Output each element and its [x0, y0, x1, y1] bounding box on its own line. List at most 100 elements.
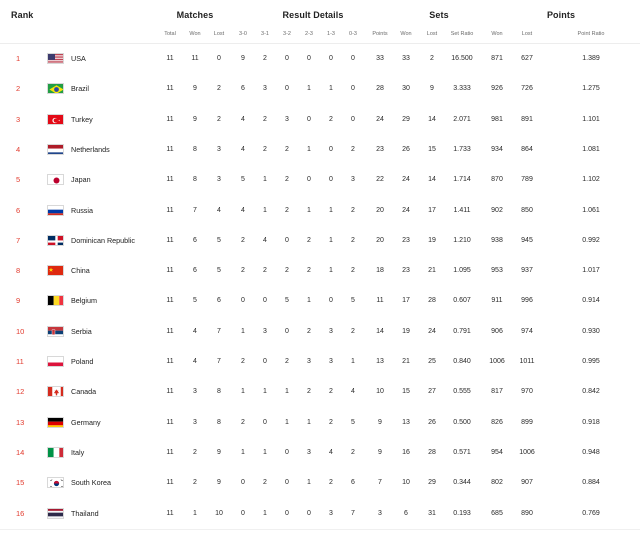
cell-r03: 0	[351, 115, 355, 123]
table-row[interactable]: 10 Serbia 11 4 7 1 3 0 2 3 2 14 19 24 0.791 906 974 0.930	[0, 317, 640, 347]
cell-r30: 1	[241, 327, 245, 335]
subheader-point-ratio[interactable]: Point Ratio	[577, 31, 605, 37]
table-row[interactable]: 15 South Korea 11 2 9 0 2 0 1 2 6 7 10 29 0.344 802 907 0…	[0, 468, 640, 498]
sets-header[interactable]: Sets	[429, 10, 449, 20]
table-row[interactable]: 11 Poland 11 4 7 2 0 2 3 3 1 13 21 25 0.840 1006 1011 0.9…	[0, 347, 640, 377]
cell-r30: 1	[241, 448, 245, 456]
team-name[interactable]: Canada	[71, 387, 97, 397]
rank-value: 10	[16, 326, 25, 336]
cell-pts-lost: 937	[521, 267, 533, 275]
rank-value: 4	[16, 144, 21, 154]
points-header[interactable]: Points	[546, 10, 576, 20]
cell-point-ratio: 0.918	[582, 418, 600, 426]
brazil-flag	[47, 83, 64, 95]
team-name[interactable]: Russia	[71, 205, 93, 215]
table-row[interactable]: 14 Italy 11 2 9 1 1 0 3 4 2 9 16 28 0.571 954 1006 0.948	[0, 438, 640, 468]
cell-total: 11	[166, 267, 174, 275]
cell-sets-lost: 17	[428, 206, 436, 214]
cell-set-ratio: 0.571	[453, 448, 471, 456]
cell-pts-lost: 864	[521, 145, 533, 153]
team-name[interactable]: China	[71, 266, 90, 276]
team-name[interactable]: Italy	[71, 447, 85, 457]
cell-set-ratio: 16.500	[451, 55, 473, 62]
cell-total: 11	[166, 479, 174, 487]
cell-points: 14	[376, 327, 384, 335]
team-name[interactable]: Poland	[71, 357, 94, 366]
table-row[interactable]: 1 USA 11 11 0 9 2 0 0 0 0 33 33 2 16.500 871 627 1.389	[0, 44, 640, 74]
cell-point-ratio: 1.081	[582, 145, 600, 153]
table-row[interactable]: 6 Russia 11 7 4 4 1 2 1 1 2 20 24 17 1.411 902 850 1.061	[0, 196, 640, 226]
cell-won: 2	[193, 448, 197, 456]
cell-sets-won: 19	[402, 327, 410, 335]
cell-r31: 2	[263, 115, 267, 123]
cell-sets-lost: 15	[428, 145, 436, 153]
subheader-won[interactable]: Won	[189, 31, 201, 37]
team-name[interactable]: Belgium	[71, 296, 97, 306]
subheader-3-1[interactable]: 3-1	[261, 31, 269, 37]
table-row[interactable]: 16 Thailand 11 1 10 0 1 0 0 3 7 3 6 31 0.193 685 890 0.76…	[0, 499, 640, 529]
table-row[interactable]: 5 Japan 11 8 3 5 1 2 0 0 3 22 24 14 1.714 870 789 1.102	[0, 165, 640, 195]
cell-sets-lost: 31	[428, 509, 436, 517]
team-name[interactable]: Germany	[71, 417, 101, 427]
subheader-3-2[interactable]: 3-2	[283, 31, 291, 37]
matches-header[interactable]: Matches	[176, 10, 214, 20]
team-name[interactable]: South Korea	[71, 478, 111, 488]
subheader-points[interactable]: Points	[372, 31, 388, 37]
result-details-header[interactable]: Result Details	[282, 10, 344, 20]
rank-header[interactable]: Rank	[11, 10, 34, 20]
team-name[interactable]: Netherlands	[71, 144, 110, 154]
table-row[interactable]: 13 Germany 11 3 8 2 0 1 1 2 5 9 13 26 0.500 826 899 0.918	[0, 408, 640, 438]
subheader-1-3[interactable]: 1-3	[327, 31, 335, 37]
cell-r23: 0	[307, 55, 311, 62]
table-row[interactable]: 12 Canada 11 3 8 1 1 1 2 2 4 10 15 27 0.555 817 970 0.842	[0, 377, 640, 407]
cell-sets-won: 26	[402, 145, 410, 153]
team-name[interactable]: Thailand	[71, 508, 99, 518]
cell-r23: 0	[307, 176, 311, 184]
thailand-flag	[47, 507, 64, 519]
cell-set-ratio: 1.095	[453, 267, 471, 275]
table-row[interactable]: 2 Brazil 11 9 2 6 3 0 1 1 0 28 30 9 3.333 926 726 1.275	[0, 74, 640, 104]
cell-set-ratio: 0.607	[453, 297, 471, 305]
team-name[interactable]: Japan	[71, 175, 91, 185]
cell-r03: 7	[351, 509, 355, 517]
team-name[interactable]: Turkey	[71, 114, 93, 124]
table-row[interactable]: 9 Belgium 11 5 6 0 0 5 1 0 5 11 17 28 0.607 911 996 0.914	[0, 286, 640, 316]
team-name[interactable]: Dominican Republic	[71, 235, 135, 245]
team-name[interactable]: USA	[71, 54, 86, 63]
subheader-total[interactable]: Total	[164, 31, 176, 37]
subheader-points-lost[interactable]: Lost	[521, 31, 533, 37]
cell-r13: 3	[329, 358, 333, 365]
cell-sets-lost: 9	[430, 85, 434, 93]
subheader-set-ratio[interactable]: Set Ratio	[450, 31, 474, 37]
subheader-points-won[interactable]: Won	[491, 31, 503, 37]
team-name[interactable]: Brazil	[71, 84, 89, 94]
cell-set-ratio: 1.733	[453, 145, 471, 153]
table-row[interactable]: 4 Netherlands 11 8 3 4 2 2 1 0 2 23 26 15 1.733 934 864 1…	[0, 135, 640, 165]
subheader-lost[interactable]: Lost	[213, 31, 225, 37]
subheader-3-0[interactable]: 3-0	[239, 31, 247, 37]
table-row[interactable]: 3 Turkey 11 9 2 4 2 3 0 2 0 24 29 14 2.071 981 891 1.101	[0, 105, 640, 135]
subheader-0-3[interactable]: 0-3	[349, 31, 357, 37]
subheader-sets-won[interactable]: Won	[400, 31, 412, 37]
team-name[interactable]: Serbia	[71, 326, 92, 336]
cell-point-ratio: 0.930	[582, 327, 600, 335]
rank-value: 16	[16, 508, 25, 518]
cell-lost: 9	[217, 448, 221, 456]
subheader-2-3[interactable]: 2-3	[305, 31, 313, 37]
cell-r23: 1	[307, 145, 311, 153]
table-row[interactable]: 8 China 11 6 5 2 2 2 2 1 2 18 23 21 1.095 953 937 1.017	[0, 256, 640, 286]
cell-point-ratio: 0.995	[582, 358, 600, 365]
italy-flag	[47, 446, 64, 458]
cell-sets-won: 21	[402, 358, 410, 365]
cell-r03: 2	[351, 267, 355, 275]
cell-r31: 3	[263, 327, 267, 335]
cell-total: 11	[166, 145, 174, 153]
cell-set-ratio: 2.071	[453, 115, 471, 123]
cell-r03: 6	[351, 479, 355, 487]
subheader-sets-lost[interactable]: Lost	[426, 31, 438, 37]
cell-set-ratio: 0.791	[453, 327, 471, 335]
cell-sets-won: 15	[402, 388, 410, 396]
cell-pts-won: 906	[491, 327, 503, 335]
cell-r13: 0	[329, 176, 333, 184]
table-row[interactable]: 7 Dominican Republic 11 6 5 2 4 0 2 1 2 20 23 19 1.210…	[0, 226, 640, 256]
